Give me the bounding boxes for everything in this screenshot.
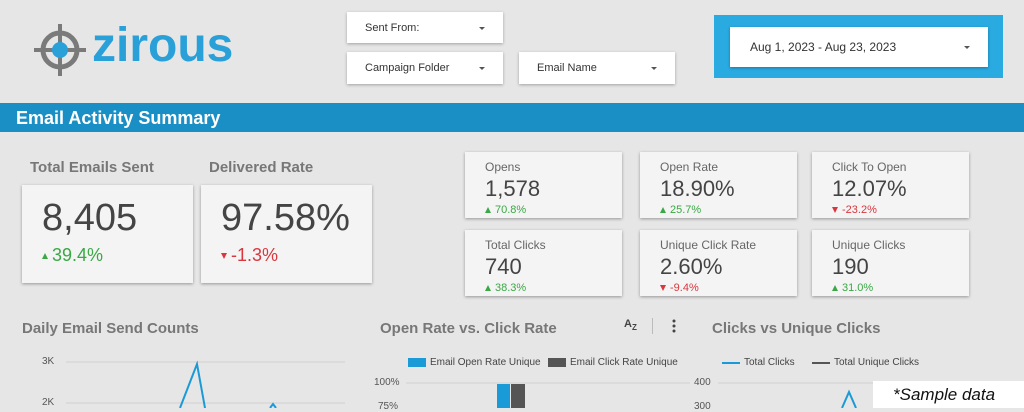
line-fragment [179, 360, 206, 408]
legend-label: Email Open Rate Unique [430, 357, 541, 368]
trend-arrow [221, 253, 227, 260]
trend-arrow [832, 285, 838, 292]
delta-text: -1.3% [231, 245, 279, 265]
delta-text: 31.0% [842, 282, 874, 294]
banner [0, 103, 1024, 132]
kpi-value: 8,405 [42, 197, 138, 239]
tick-label: 2K [42, 397, 55, 408]
kpi-title: Total Emails Sent [30, 159, 154, 176]
kpi-value: 97.58% [221, 197, 350, 239]
tick-label: 75% [378, 401, 399, 412]
legend-label: Email Click Rate Unique [570, 357, 678, 368]
dropdown[interactable]: Campaign Folder [347, 52, 503, 84]
logo-icon [34, 24, 86, 76]
logo-text: zirous [92, 19, 234, 72]
kpi-value: 18.90% [660, 176, 735, 201]
delta-text: 25.7% [670, 204, 702, 216]
panel-title: Clicks vs Unique Clicks [712, 320, 881, 337]
sort-icon[interactable]: AZ [624, 318, 637, 333]
menu-icon[interactable] [670, 318, 678, 334]
tick-label: 300 [694, 401, 711, 412]
chart-fragments [66, 360, 1010, 408]
kpi-card: Open Rate 18.90% 25.7% [640, 152, 797, 218]
delta-text: -23.2% [842, 204, 877, 216]
dropdown[interactable]: Email Name [519, 52, 675, 84]
legend-swatch [722, 362, 740, 364]
line-fragment [841, 389, 857, 408]
line-fragment [269, 402, 277, 408]
note-box [873, 381, 1024, 408]
trend-arrow [485, 207, 491, 214]
kpi-label: Unique Clicks [832, 238, 906, 252]
banner-title: Email Activity Summary [16, 108, 221, 128]
kpi-card: Total Clicks 740 38.3% [465, 230, 622, 296]
trend-arrow [42, 253, 48, 260]
kpi-label: Opens [485, 160, 521, 174]
kpi-value: 1,578 [485, 176, 541, 201]
delta-text: -9.4% [670, 282, 699, 294]
kpi-label: Total Clicks [485, 238, 546, 252]
kpi-delta: -23.2% [832, 204, 877, 216]
kpi-value: 2.60% [660, 254, 723, 279]
date-picker[interactable]: Aug 1, 2023 - Aug 23, 2023 [730, 27, 988, 67]
legend-label: Total Clicks [744, 357, 795, 368]
kpi-card: 97.58% -1.3% [201, 185, 372, 283]
kpi-card: Click To Open 12.07% -23.2% [812, 152, 969, 218]
kpi-value: 190 [832, 254, 869, 279]
trend-arrow [660, 207, 666, 214]
kpi-card: Unique Clicks 190 31.0% [812, 230, 969, 296]
kpi-delta: 38.3% [485, 282, 526, 294]
kpi-delta: 39.4% [42, 245, 103, 266]
kpi-card: Opens 1,578 70.8% [465, 152, 622, 218]
kpi-delta: -1.3% [221, 245, 278, 266]
tick-label: 400 [694, 377, 711, 388]
kpi-delta: -9.4% [660, 282, 699, 294]
kpi-label: Click To Open [832, 160, 907, 174]
kpi-label: Open Rate [660, 160, 719, 174]
delta-text: 38.3% [495, 282, 527, 294]
legend-swatch [408, 358, 426, 367]
bar-fragment [497, 384, 510, 408]
kpi-label: Unique Click Rate [660, 238, 757, 252]
note: *Sample data [893, 385, 996, 404]
kpi-card: Unique Click Rate 2.60% -9.4% [640, 230, 797, 296]
dropdown[interactable]: Sent From: [347, 12, 503, 43]
trend-arrow [485, 285, 491, 292]
kpi-delta: 25.7% [660, 204, 701, 216]
tick-label: 100% [374, 377, 400, 388]
panel-title: Open Rate vs. Click Rate [380, 320, 557, 337]
legend-swatch [812, 362, 830, 364]
trend-arrow [660, 285, 666, 292]
bar-fragment [511, 384, 525, 408]
kpi-title: Delivered Rate [209, 159, 314, 176]
trend-arrow [832, 207, 838, 214]
delta-text: 70.8% [495, 204, 527, 216]
legend-label: Total Unique Clicks [834, 357, 920, 368]
kpi-delta: 31.0% [832, 282, 873, 294]
panel-title: Daily Email Send Counts [22, 320, 199, 337]
legend-swatch [548, 358, 566, 367]
kpi-value: 12.07% [832, 176, 907, 201]
delta-text: 39.4% [52, 245, 104, 265]
kpi-card: 8,405 39.4% [22, 185, 193, 283]
divider [652, 318, 653, 334]
tick-label: 3K [42, 356, 55, 367]
kpi-delta: 70.8% [485, 204, 526, 216]
kpi-value: 740 [485, 254, 522, 279]
